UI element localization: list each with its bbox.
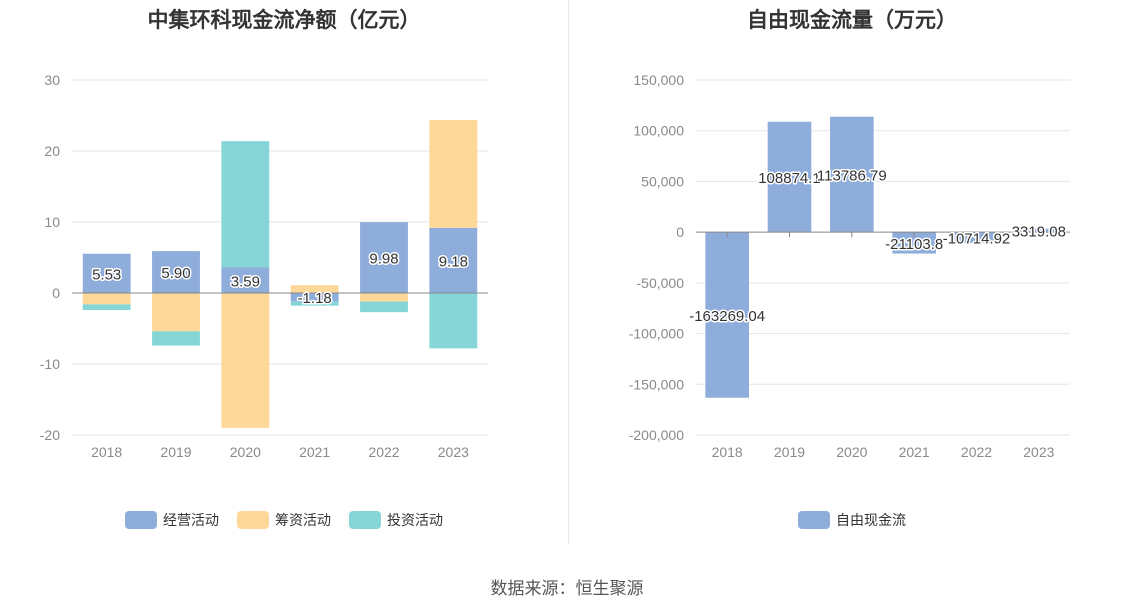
x-tick-label: 2021 [899, 444, 930, 460]
bar [429, 227, 478, 293]
cashflow-net-chart-panel: 中集环科现金流净额（亿元） -20 -10 0 10 20 30 2018 2019 2020 2… [0, 0, 568, 545]
bar [1017, 228, 1061, 233]
bar [360, 301, 408, 313]
bar [767, 121, 812, 233]
bar [221, 267, 270, 293]
chart-legend: 自由现金流 [570, 510, 1134, 530]
x-tick-label: 2021 [299, 444, 330, 460]
legend-label: 筹资活动 [275, 513, 331, 529]
y-tick-label: 20 [44, 143, 60, 159]
y-tick-label: 100,000 [633, 123, 684, 139]
x-tick-label: 2022 [368, 444, 399, 460]
bar [290, 301, 339, 306]
x-tick-label: 2018 [91, 444, 122, 460]
bar [360, 222, 408, 293]
bar [82, 293, 131, 305]
x-tick-label: 2020 [230, 444, 261, 460]
bar [152, 251, 200, 293]
data-label: 108874.1 [758, 170, 821, 187]
bar [152, 331, 200, 346]
free-cashflow-chart-panel: 自由现金流量（万元） -200,000 -150,000 -100,000 -50,0… [570, 0, 1134, 545]
x-tick-label: 2020 [836, 444, 867, 460]
legend-item[interactable]: 自由现金流 [798, 510, 906, 530]
chart-legend: 经营活动 筹资活动 投资活动 [0, 510, 568, 530]
y-tick-label: 10 [44, 214, 60, 230]
data-label: -1.18 [298, 290, 332, 307]
data-source-note: 数据来源：恒生聚源 [490, 579, 644, 599]
y-tick-label: -20 [40, 427, 60, 443]
chart-title: 自由现金流量（万元） [747, 8, 957, 32]
y-tick-label: -150,000 [629, 376, 684, 392]
y-tick-label: -10 [40, 356, 60, 372]
legend-swatch [798, 511, 830, 529]
free-cashflow-chart: -200,000 -150,000 -100,000 -50,000 0 50,000 10… [629, 72, 1070, 460]
bar [221, 141, 270, 268]
legend-swatch [349, 511, 381, 529]
data-label: 113786.79 [817, 167, 887, 184]
data-label: 9.18 [439, 253, 468, 270]
data-label: -163269.04 [689, 308, 765, 325]
x-tick-label: 2019 [160, 444, 191, 460]
bar [360, 293, 408, 302]
bar [429, 293, 478, 349]
data-label: 3319.08 [1012, 223, 1066, 240]
y-tick-label: 50,000 [641, 173, 684, 189]
y-tick-label: 30 [44, 72, 60, 88]
bar [82, 304, 131, 311]
legend-swatch [237, 511, 269, 529]
y-tick-label: 0 [52, 285, 60, 301]
bar [82, 253, 131, 293]
legend-item[interactable]: 投资活动 [349, 510, 443, 530]
legend-label: 自由现金流 [836, 513, 906, 529]
x-tick-label: 2023 [1023, 444, 1054, 460]
x-tick-label: 2019 [774, 444, 805, 460]
x-tick-label: 2018 [712, 444, 743, 460]
data-label: -10714.92 [943, 231, 1011, 248]
legend-item[interactable]: 筹资活动 [237, 510, 331, 530]
data-label: 3.59 [231, 273, 260, 290]
y-tick-label: -100,000 [629, 326, 684, 342]
y-tick-label: -50,000 [637, 275, 685, 291]
legend-item[interactable]: 经营活动 [125, 510, 219, 530]
chart-title: 中集环科现金流净额（亿元） [147, 8, 421, 32]
x-tick-label: 2023 [438, 444, 469, 460]
bar [429, 119, 478, 228]
bar [705, 232, 749, 398]
bar [290, 285, 339, 293]
bar [221, 293, 270, 428]
bar [152, 293, 200, 332]
bar [290, 293, 339, 302]
y-tick-label: 150,000 [633, 72, 684, 88]
data-label: 5.53 [92, 266, 121, 283]
y-tick-label: 0 [676, 224, 684, 240]
data-label: -21103.8 [885, 236, 943, 253]
data-label: 9.98 [369, 251, 398, 268]
bar [892, 232, 936, 254]
panel-divider [568, 0, 569, 545]
data-label: 5.90 [161, 265, 190, 282]
y-tick-label: -200,000 [629, 427, 684, 443]
x-tick-label: 2022 [961, 444, 992, 460]
cashflow-net-chart: -20 -10 0 10 20 30 2018 2019 2020 2021 2022 2023 5.5… [40, 72, 488, 460]
legend-label: 经营活动 [163, 513, 219, 529]
bar [954, 232, 999, 244]
legend-label: 投资活动 [387, 513, 443, 529]
bar [830, 116, 874, 233]
legend-swatch [125, 511, 157, 529]
